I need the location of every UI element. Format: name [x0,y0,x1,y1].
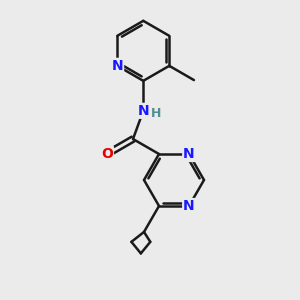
Text: N: N [112,59,123,73]
Text: N: N [183,199,195,213]
Text: N: N [183,147,195,161]
Text: H: H [151,107,161,120]
Text: O: O [101,147,113,161]
Text: N: N [137,104,149,118]
